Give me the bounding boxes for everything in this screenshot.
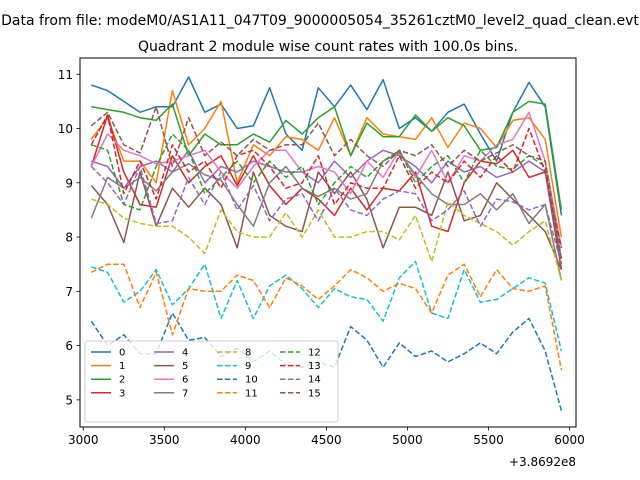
legend-label-7: 7 [182,388,188,399]
y-tick-label: 7 [65,285,73,299]
legend-label-1: 1 [119,361,125,372]
series-line-6 [90,111,563,249]
x-tick-label: 3500 [149,433,180,447]
legend-label-13: 13 [308,361,321,372]
series-line-9 [91,260,563,352]
series-line-7 [90,152,563,281]
series-line-11 [90,263,563,371]
legend-label-9: 9 [245,361,251,372]
series-line-4 [91,149,563,259]
y-tick-label: 11 [58,68,73,82]
x-tick-label: 3000 [68,433,99,447]
plot-area [90,76,563,411]
series-line-12 [91,133,563,265]
x-offset-label: +3.8692e8 [509,455,576,469]
legend-label-6: 6 [182,375,188,386]
x-tick-label: 4000 [230,433,261,447]
legend-label-3: 3 [119,388,125,399]
x-tick-label: 6000 [554,433,585,447]
series-line-5 [90,171,563,270]
series-line-13 [90,114,563,249]
y-axis: 5 6 7 8 9 10 11 [58,68,80,407]
y-tick-label: 5 [65,393,73,407]
legend-label-12: 12 [308,348,321,359]
x-tick-label: 5500 [473,433,504,447]
legend-label-0: 0 [119,348,125,359]
y-tick-label: 9 [65,176,73,190]
x-tick-label: 5000 [392,433,423,447]
series-line-2 [91,100,563,211]
series-line-3 [90,114,563,270]
y-tick-label: 6 [65,339,73,353]
y-tick-label: 8 [65,231,73,245]
legend-label-11: 11 [245,388,258,399]
legend-label-14: 14 [308,375,321,386]
legend-label-4: 4 [182,348,188,359]
legend-label-5: 5 [182,361,188,372]
legend-label-10: 10 [245,375,258,386]
chart-title: Quadrant 2 module wise count rates with … [138,39,518,55]
series-line-14 [90,165,563,265]
x-tick-label: 4500 [311,433,342,447]
legend-label-8: 8 [245,348,251,359]
x-axis: 3000 3500 4000 4500 5000 5500 6000 [68,427,585,447]
legend-frame [84,340,339,423]
y-tick-label: 10 [58,122,73,136]
axes-frame [79,57,577,428]
legend-label-2: 2 [119,375,125,386]
figure-suptitle: Data from file: modeM0/AS1A11_047T09_900… [1,13,639,29]
series-line-8 [91,198,563,281]
series-line-15 [90,106,563,259]
legend-label-15: 15 [308,388,321,399]
